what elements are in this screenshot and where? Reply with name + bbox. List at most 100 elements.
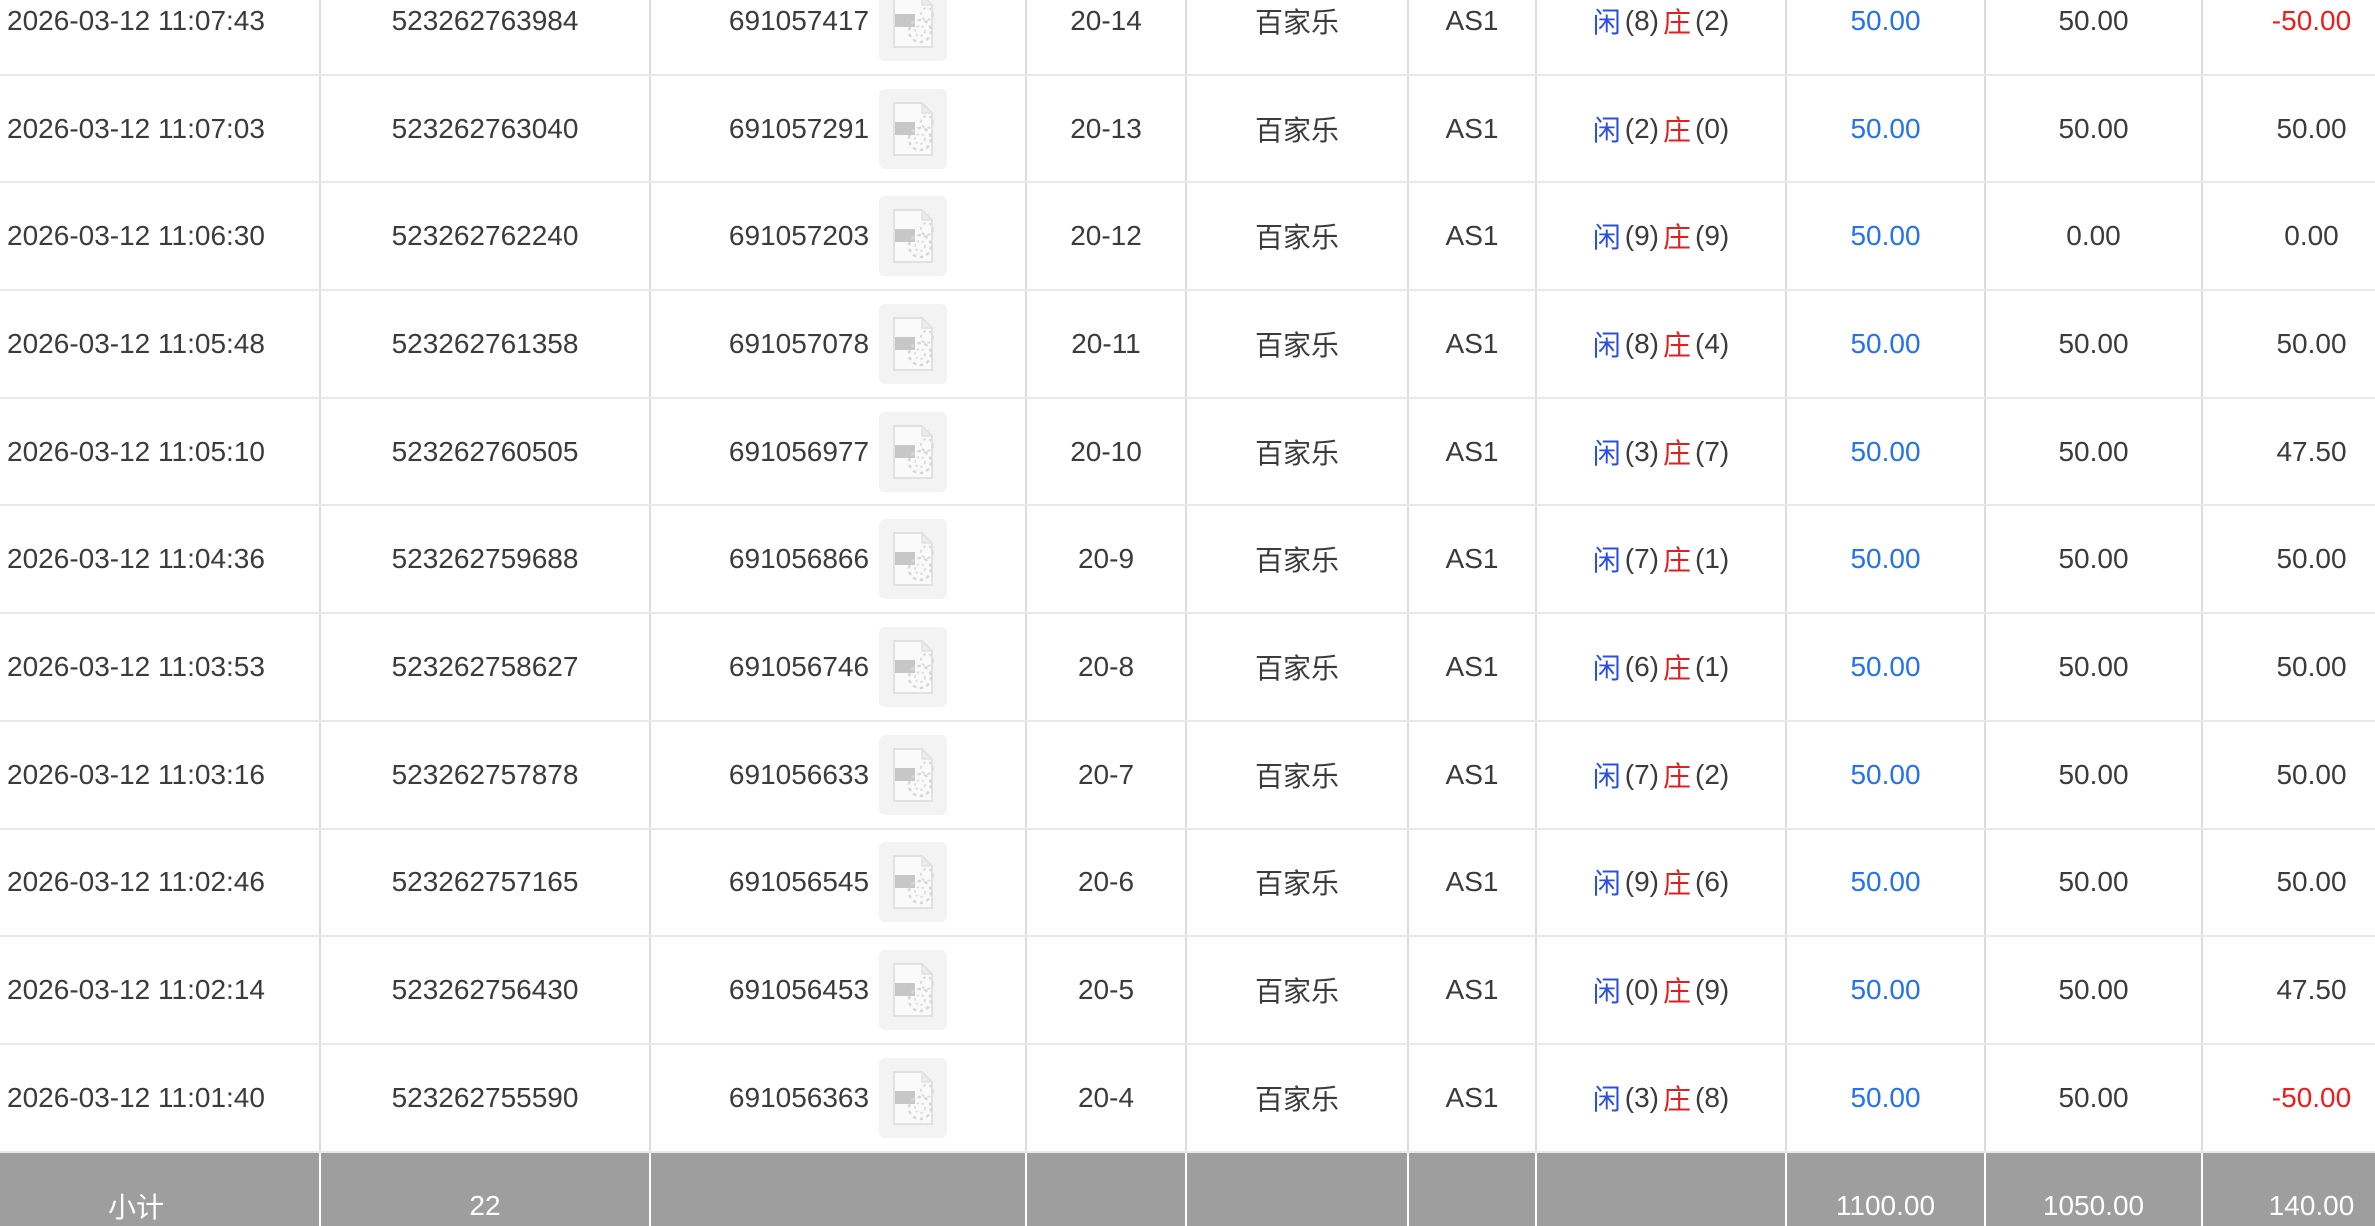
bet-amount-cell[interactable]: 50.00 <box>1787 398 1986 505</box>
table-row: 2026-03-12 11:03:16 523262757878 6910566… <box>0 721 2375 830</box>
game-type-cell: 百家乐 <box>1187 75 1409 182</box>
valid-amount-cell: 50.00 <box>1986 291 2203 397</box>
bet-amount-cell[interactable]: 50.00 <box>1787 0 1986 74</box>
table-row: 2026-03-12 11:04:36 523262759688 6910568… <box>0 506 2375 615</box>
round-number-cell: 20-13 <box>1027 75 1187 182</box>
banker-score: (8) <box>1695 1081 1730 1113</box>
bet-amount-cell[interactable]: 50.00 <box>1787 75 1986 182</box>
player-label: 闲 <box>1592 545 1621 577</box>
table-rows-container: 2026-03-12 11:07:43 523262763984 6910574… <box>0 0 2375 1153</box>
bet-time-cell: 2026-03-12 11:04:36 <box>0 506 321 613</box>
banker-score: (0) <box>1695 112 1730 144</box>
banker-label: 庄 <box>1663 868 1692 900</box>
game-record-icon[interactable] <box>879 303 948 384</box>
game-number-cell: 691056866 <box>651 506 1027 613</box>
table-row: 2026-03-12 11:06:30 523262762240 6910572… <box>0 183 2375 292</box>
order-number-cell: 523262758627 <box>321 614 651 720</box>
bet-amount-cell[interactable]: 50.00 <box>1787 721 1986 828</box>
banker-label: 庄 <box>1663 1083 1692 1115</box>
table-row: 2026-03-12 11:07:03 523262763040 6910572… <box>0 75 2375 184</box>
subtotal-row: 小计 22 1100.00 1050.00 140.00 <box>0 1152 2375 1226</box>
table-row: 2026-03-12 11:05:48 523262761358 6910570… <box>0 291 2375 399</box>
win-loss-cell: -50.00 <box>2271 1081 2352 1113</box>
game-record-icon[interactable] <box>879 88 948 169</box>
table-id-cell: AS1 <box>1409 291 1537 397</box>
bet-amount-cell[interactable]: 50.00 <box>1787 614 1986 720</box>
banker-score: (9) <box>1695 220 1730 252</box>
player-label: 闲 <box>1592 6 1621 38</box>
banker-label: 庄 <box>1663 329 1692 361</box>
win-loss-cell: 47.50 <box>2276 974 2347 1006</box>
game-result-cell: 闲 (2) 庄 (0) <box>1537 75 1787 182</box>
game-type-cell: 百家乐 <box>1187 614 1409 720</box>
order-number-cell: 523262755590 <box>321 1044 651 1151</box>
subtotal-order-count: 22 <box>321 1152 651 1226</box>
player-score: (8) <box>1624 4 1659 36</box>
game-number: 691056363 <box>728 1081 870 1113</box>
bet-time-cell: 2026-03-12 11:07:03 <box>0 75 321 182</box>
round-number-cell: 20-14 <box>1027 0 1187 74</box>
round-number-cell: 20-5 <box>1027 937 1187 1043</box>
banker-score: (1) <box>1695 650 1730 682</box>
banker-score: (4) <box>1695 327 1730 359</box>
game-result-cell: 闲 (3) 庄 (7) <box>1537 398 1787 505</box>
broken-image-glyph <box>893 531 935 587</box>
bet-amount-cell[interactable]: 50.00 <box>1787 291 1986 397</box>
table-id-cell: AS1 <box>1409 829 1537 936</box>
valid-amount-cell: 50.00 <box>1986 721 2203 828</box>
order-number-cell: 523262757165 <box>321 829 651 936</box>
game-record-icon[interactable] <box>879 1057 948 1138</box>
game-result-cell: 闲 (7) 庄 (1) <box>1537 506 1787 613</box>
game-number: 691057078 <box>728 327 870 359</box>
bet-time-cell: 2026-03-12 11:02:46 <box>0 829 321 936</box>
valid-amount-cell: 50.00 <box>1986 1044 2203 1151</box>
bet-amount-cell[interactable]: 50.00 <box>1787 937 1986 1043</box>
bet-amount-cell[interactable]: 50.00 <box>1787 506 1986 613</box>
game-number-cell: 691057203 <box>651 183 1027 290</box>
banker-label: 庄 <box>1663 114 1692 146</box>
game-result-cell: 闲 (8) 庄 (2) <box>1537 0 1787 74</box>
banker-label: 庄 <box>1663 222 1692 254</box>
bet-time-cell: 2026-03-12 11:03:53 <box>0 614 321 720</box>
game-number: 691057203 <box>728 220 870 252</box>
game-type-cell: 百家乐 <box>1187 829 1409 936</box>
table-id-cell: AS1 <box>1409 75 1537 182</box>
round-number-cell: 20-12 <box>1027 183 1187 290</box>
game-record-icon[interactable] <box>879 734 948 815</box>
valid-amount-cell: 50.00 <box>1986 937 2203 1043</box>
bet-amount-cell[interactable]: 50.00 <box>1787 829 1986 936</box>
player-score: (7) <box>1624 758 1659 790</box>
game-type-cell: 百家乐 <box>1187 398 1409 505</box>
banker-label: 庄 <box>1663 545 1692 577</box>
game-record-icon[interactable] <box>879 411 948 492</box>
banker-label: 庄 <box>1663 6 1692 38</box>
order-number-cell: 523262761358 <box>321 291 651 397</box>
table-id-cell: AS1 <box>1409 1044 1537 1151</box>
game-record-icon[interactable] <box>879 626 948 707</box>
game-record-icon[interactable] <box>879 196 948 277</box>
player-label: 闲 <box>1592 760 1621 792</box>
bet-time-cell: 2026-03-12 11:05:48 <box>0 291 321 397</box>
player-score: (8) <box>1624 327 1659 359</box>
game-number: 691056545 <box>728 866 870 898</box>
bet-amount-cell[interactable]: 50.00 <box>1787 183 1986 290</box>
broken-image-glyph <box>893 0 935 48</box>
player-label: 闲 <box>1592 114 1621 146</box>
game-record-icon[interactable] <box>879 519 948 600</box>
game-record-icon[interactable] <box>879 0 948 61</box>
game-record-icon[interactable] <box>879 950 948 1031</box>
subtotal-empty-table <box>1409 1152 1537 1226</box>
game-number-cell: 691056633 <box>651 721 1027 828</box>
player-score: (9) <box>1624 220 1659 252</box>
game-record-icon[interactable] <box>879 842 948 923</box>
game-number-cell: 691056453 <box>651 937 1027 1043</box>
broken-image-glyph <box>893 854 935 910</box>
player-label: 闲 <box>1592 222 1621 254</box>
player-score: (3) <box>1624 435 1659 467</box>
table-row: 2026-03-12 11:05:10 523262760505 6910569… <box>0 398 2375 507</box>
broken-image-glyph <box>893 639 935 694</box>
bet-amount-cell[interactable]: 50.00 <box>1787 1044 1986 1151</box>
bet-time-cell: 2026-03-12 11:03:16 <box>0 721 321 828</box>
